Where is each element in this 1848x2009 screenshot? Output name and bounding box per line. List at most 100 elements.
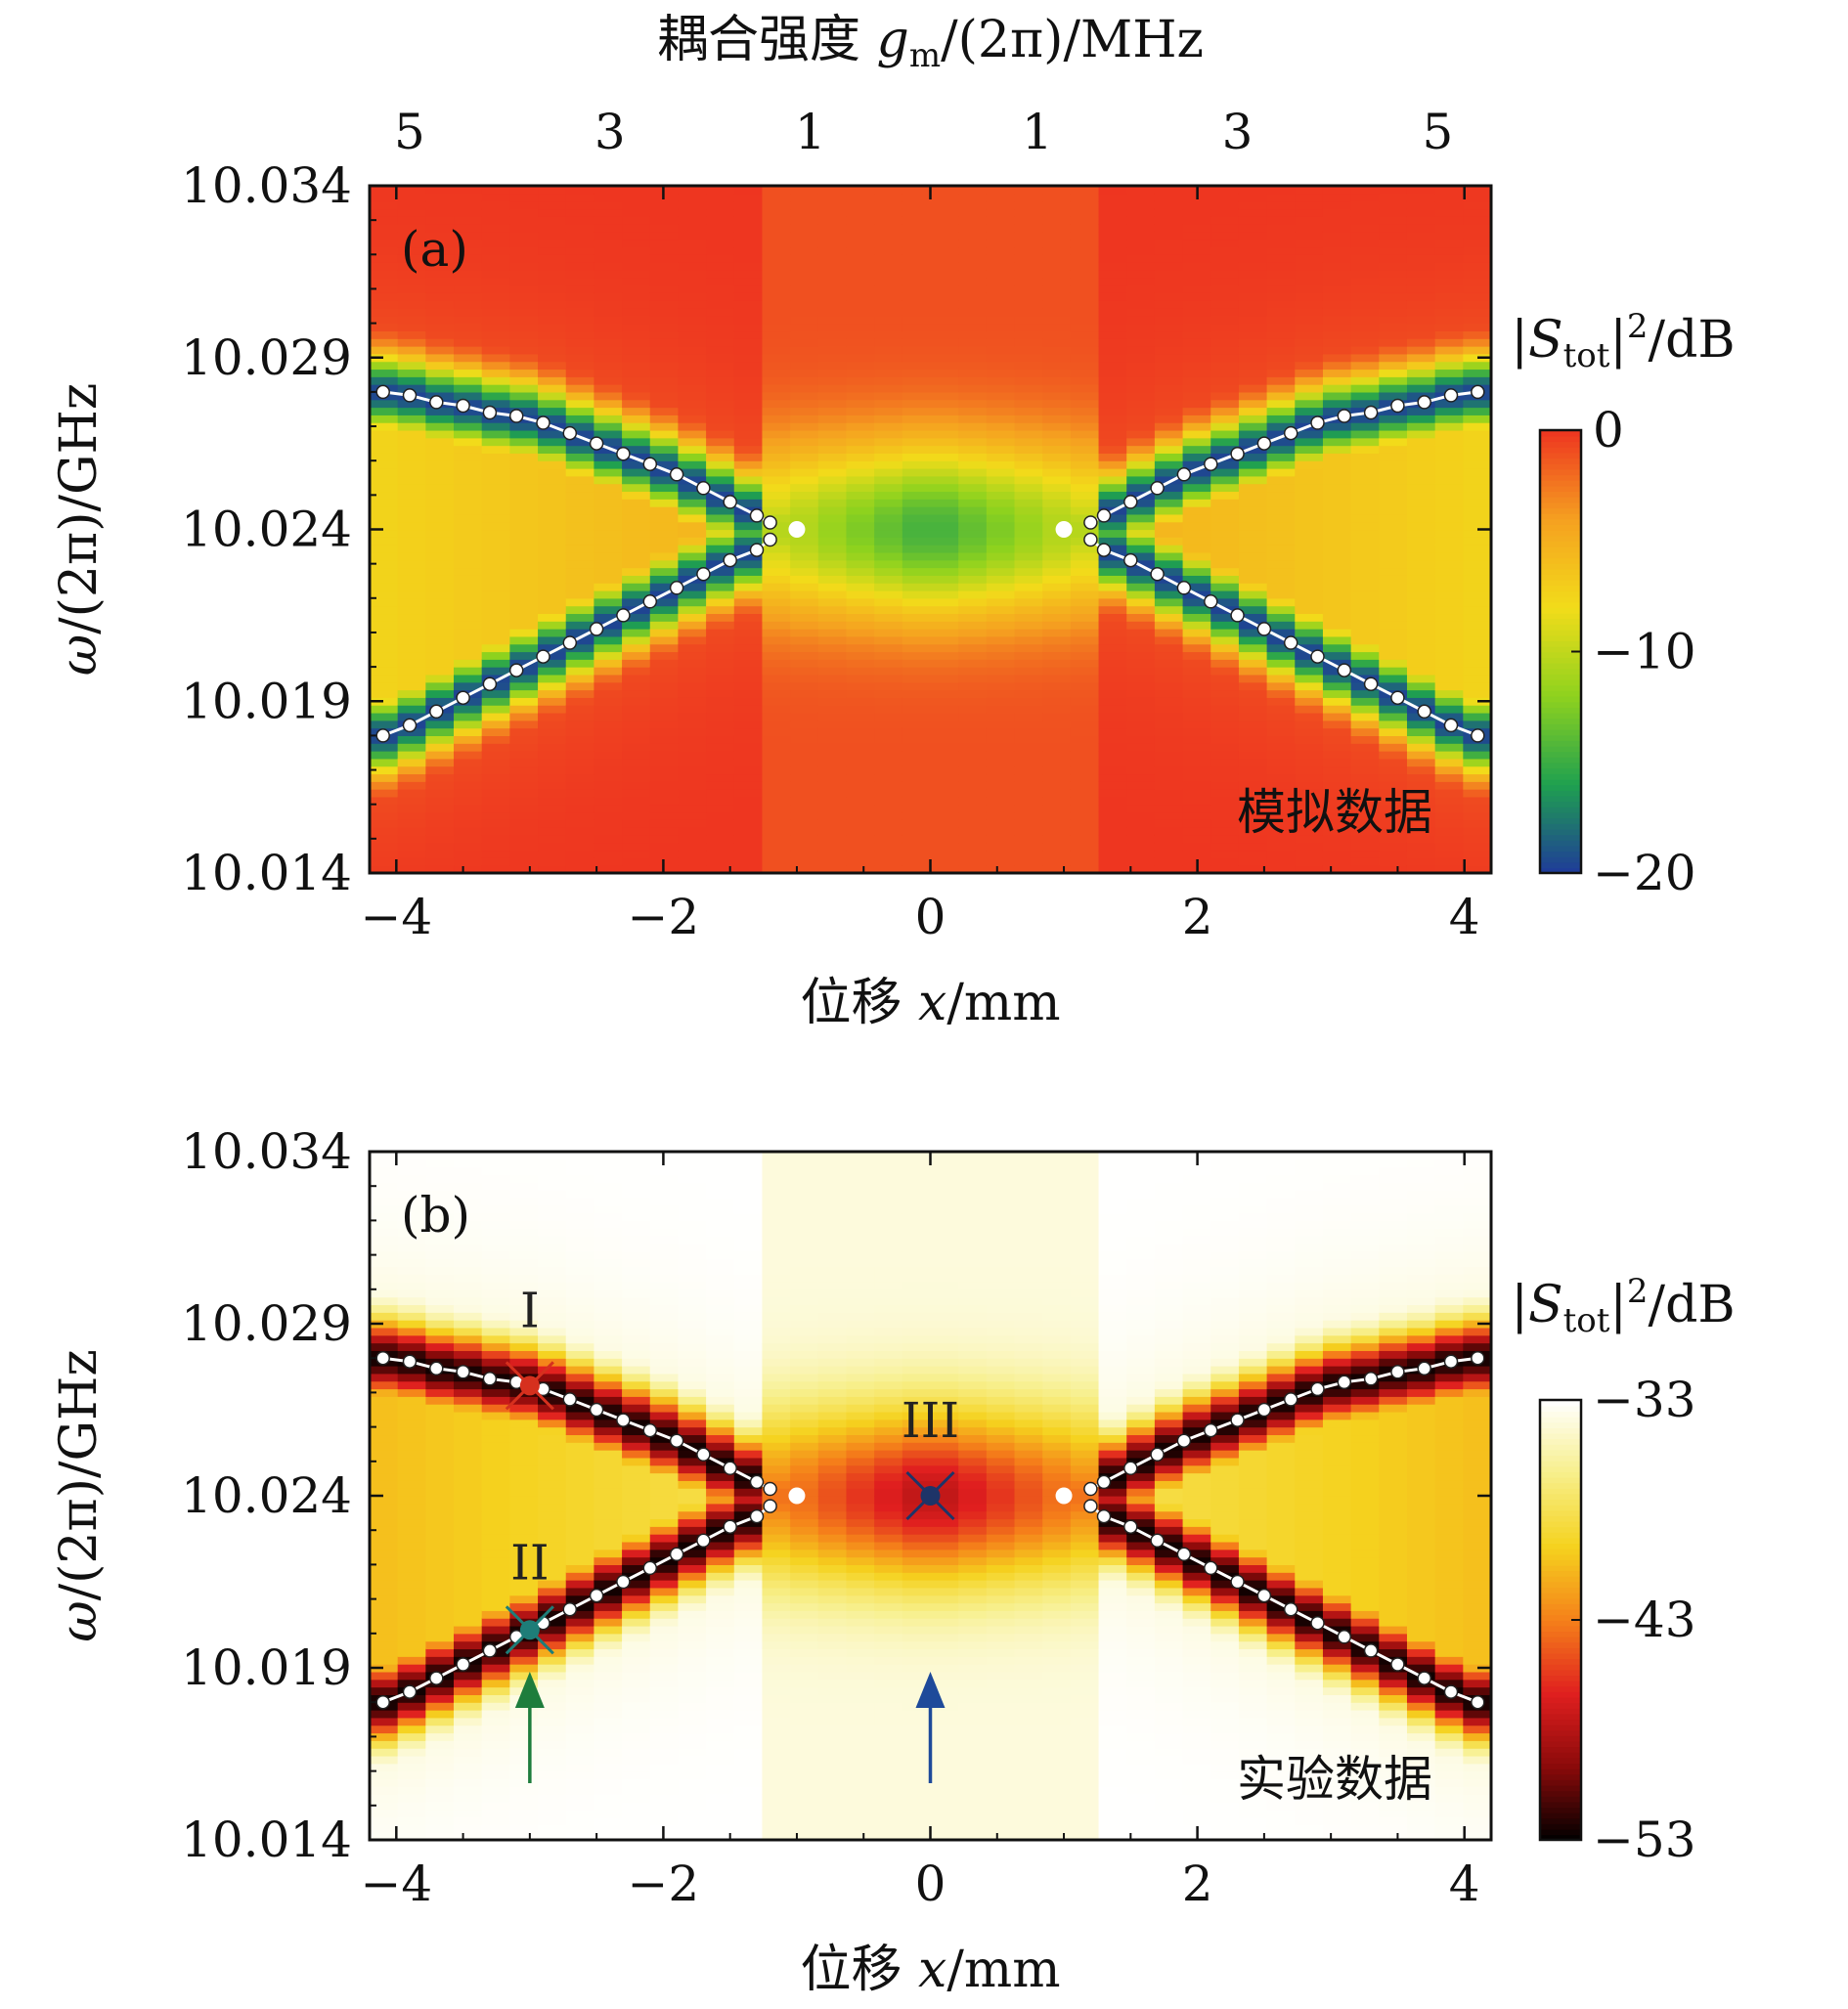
heatmap-cell [565, 1380, 594, 1390]
heatmap-cell [902, 475, 932, 485]
heatmap-cell [454, 727, 483, 736]
heatmap-cell [649, 689, 680, 698]
heatmap-cell [706, 315, 735, 325]
heatmap-cell [706, 499, 735, 507]
heatmap-cell [1434, 796, 1464, 806]
heatmap-cell [425, 361, 455, 371]
heatmap-cell [370, 483, 399, 493]
heatmap-cell [706, 537, 735, 546]
heatmap-cell [817, 254, 848, 263]
heatmap-cell [565, 300, 594, 309]
heatmap-cell [538, 1587, 567, 1596]
heatmap-cell [1379, 262, 1408, 271]
heatmap-cell [509, 1220, 539, 1229]
heatmap-cell [649, 338, 680, 347]
heatmap-cell [1434, 422, 1464, 431]
heatmap-cell [1238, 506, 1268, 515]
heatmap-cell [846, 186, 875, 195]
heatmap-cell [1266, 239, 1296, 248]
heatmap-cell [649, 491, 680, 500]
heatmap-cell [649, 1518, 680, 1527]
heatmap-cell [1126, 651, 1156, 660]
heatmap-cell [1379, 796, 1408, 806]
heatmap-cell [874, 781, 903, 790]
heatmap-cell [509, 1296, 539, 1306]
heatmap-cell [930, 743, 959, 752]
heatmap-cell [509, 216, 539, 225]
heatmap-cell [1126, 758, 1156, 767]
heatmap-cell [1238, 567, 1268, 576]
heatmap-cell [762, 399, 791, 409]
heatmap-cell [874, 437, 903, 447]
heatmap-cell [622, 1312, 651, 1321]
heatmap-cell [1042, 857, 1072, 866]
heatmap-cell [425, 1594, 455, 1604]
heatmap-cell [425, 834, 455, 844]
heatmap-cell [958, 751, 988, 760]
heatmap-cell [454, 330, 483, 339]
heatmap-cell [1154, 292, 1184, 301]
heatmap-cell [817, 727, 848, 736]
colorbar-segment [1540, 811, 1581, 819]
heatmap-cell [509, 1740, 539, 1749]
heatmap-cell [454, 1182, 483, 1191]
heatmap-cell [425, 1258, 455, 1267]
heatmap-cell [874, 475, 903, 485]
heatmap-cell [1434, 231, 1464, 240]
heatmap-cell [1350, 499, 1380, 507]
heatmap-cell [622, 1534, 651, 1543]
heatmap-cell [1379, 613, 1408, 622]
heatmap-cell [538, 1710, 567, 1719]
heatmap-cell [902, 216, 932, 225]
heatmap-cell [1266, 346, 1296, 355]
heatmap-cell [678, 1464, 707, 1474]
heatmap-cell [678, 429, 707, 439]
heatmap-cell [1070, 697, 1100, 706]
heatmap-cell [762, 743, 791, 752]
heatmap-cell [622, 1549, 651, 1558]
heatmap-cell [1098, 635, 1127, 645]
heatmap-cell [622, 1281, 651, 1290]
heatmap-cell [874, 307, 903, 317]
heatmap-cell [733, 727, 764, 736]
heatmap-cell [986, 551, 1016, 561]
heatmap-cell [678, 789, 707, 798]
branch-point [482, 677, 498, 691]
heatmap-cell [1406, 330, 1436, 339]
heatmap-cell [594, 1190, 623, 1199]
heatmap-cell [874, 499, 903, 507]
colorbar-segment [1540, 684, 1581, 691]
heatmap-cell [1070, 262, 1100, 271]
heatmap-cell [930, 635, 959, 645]
heatmap-cell [538, 865, 567, 874]
heatmap-cell [565, 1610, 594, 1619]
heatmap-cell [509, 1366, 539, 1375]
heatmap-cell [1463, 629, 1492, 637]
heatmap-cell [509, 284, 539, 293]
heatmap-cell [509, 453, 539, 461]
heatmap-cell [762, 605, 791, 615]
heatmap-cell [1295, 338, 1324, 347]
heatmap-cell [594, 819, 623, 828]
colorbar-segment [1540, 773, 1581, 780]
heatmap-cell [1406, 697, 1436, 706]
heatmap-cell [1350, 545, 1380, 553]
heatmap-cell [1322, 239, 1352, 248]
heatmap-cell [565, 1166, 594, 1176]
heatmap-cell [454, 1250, 483, 1260]
heatmap-cell [958, 712, 988, 721]
heatmap-cell [790, 605, 819, 615]
heatmap-cell [1014, 246, 1043, 255]
heatmap-cell [1350, 200, 1380, 210]
heatmap-cell [790, 659, 819, 668]
heatmap-cell [565, 186, 594, 195]
heatmap-cell [902, 551, 932, 561]
heatmap-cell [1042, 483, 1072, 493]
branch-point [1417, 395, 1431, 410]
heatmap-cell [1463, 720, 1492, 729]
heatmap-cell [1182, 674, 1211, 683]
heatmap-cell [622, 1166, 651, 1176]
heatmap-cell [1266, 720, 1296, 729]
heatmap-cell [425, 827, 455, 836]
heatmap-cell [1014, 681, 1043, 691]
